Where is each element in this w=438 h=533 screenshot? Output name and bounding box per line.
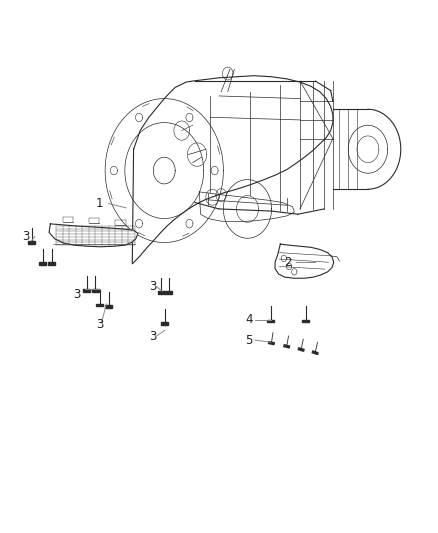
Text: 2: 2 [284, 256, 292, 269]
Polygon shape [284, 345, 290, 348]
Text: 3: 3 [73, 288, 80, 301]
Polygon shape [48, 262, 55, 265]
Polygon shape [298, 348, 304, 351]
Polygon shape [39, 262, 46, 265]
Text: 3: 3 [149, 280, 156, 293]
Polygon shape [83, 289, 90, 292]
Polygon shape [92, 289, 99, 292]
Text: 5: 5 [245, 334, 252, 346]
Polygon shape [267, 320, 274, 322]
Polygon shape [302, 320, 309, 322]
Polygon shape [28, 241, 35, 244]
Polygon shape [96, 304, 103, 306]
Polygon shape [49, 224, 138, 247]
Polygon shape [158, 291, 165, 294]
Text: 3: 3 [96, 318, 103, 330]
Text: 3: 3 [149, 330, 156, 343]
Polygon shape [268, 342, 274, 345]
Polygon shape [105, 305, 112, 308]
Polygon shape [165, 291, 172, 294]
Polygon shape [161, 322, 168, 325]
Polygon shape [312, 351, 318, 354]
Text: 1: 1 [96, 197, 104, 210]
Polygon shape [275, 244, 334, 278]
Text: 4: 4 [245, 313, 253, 326]
Text: 3: 3 [22, 230, 29, 243]
